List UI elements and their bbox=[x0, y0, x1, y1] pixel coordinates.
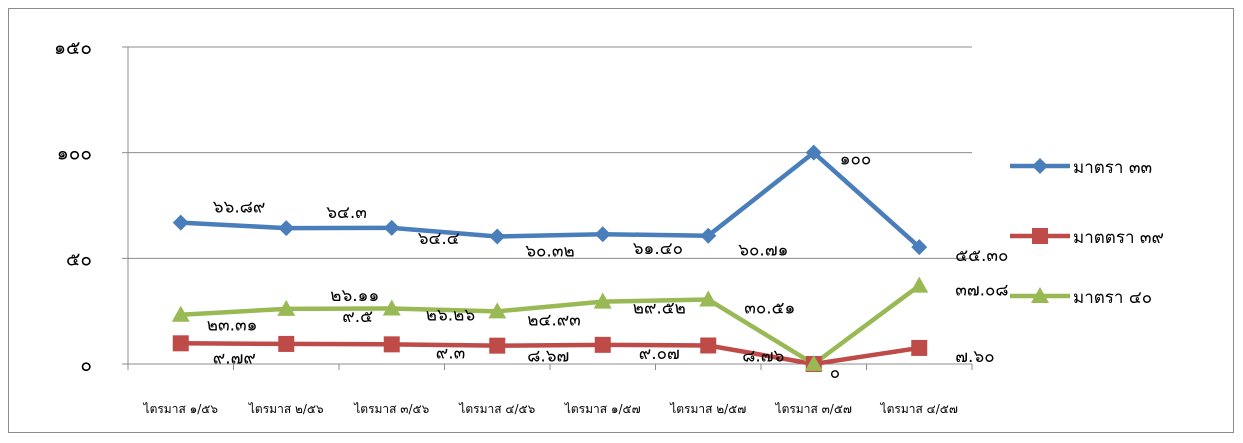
y-tick-label: ๑๐๐ bbox=[57, 143, 92, 165]
y-tick-label: ๑๕๐ bbox=[54, 37, 92, 59]
y-tick-labels: ๐ ๕๐ ๑๐๐ ๑๕๐ bbox=[54, 37, 92, 376]
data-point-marker bbox=[277, 299, 296, 316]
data-point-marker bbox=[172, 214, 189, 231]
data-label: ๖๐.๗๑ bbox=[738, 241, 788, 261]
data-label: ๓๗.๐๘ bbox=[955, 281, 1008, 301]
x-tick-label: ไตรมาส ๑/๕๖ bbox=[143, 402, 218, 416]
gridlines bbox=[128, 46, 972, 259]
data-point-marker bbox=[383, 336, 400, 353]
series-markers bbox=[171, 144, 929, 372]
data-label: ๒๓.๓๑ bbox=[207, 316, 258, 336]
legend-label: มาตรา ๔๐ bbox=[1073, 288, 1152, 308]
data-point-marker bbox=[278, 220, 295, 237]
data-label: ๒๖.๑๑ bbox=[330, 286, 379, 306]
data-label: ๘.๗๖ bbox=[742, 346, 784, 366]
data-point-marker bbox=[593, 292, 612, 309]
data-point-marker bbox=[489, 228, 506, 245]
data-point-marker bbox=[699, 290, 718, 307]
legend-label: มาตตรา ๓๙ bbox=[1073, 228, 1164, 248]
x-tick-label: ไตรมาส ๔/๕๖ bbox=[458, 402, 535, 416]
data-point-marker bbox=[910, 276, 929, 293]
x-tick-label: ไตรมาส ๑/๕๗ bbox=[564, 402, 641, 416]
data-label: ๙.๐๗ bbox=[639, 344, 680, 364]
x-tick-label: ไตรมาส ๓/๕๗ bbox=[775, 402, 852, 416]
data-point-marker bbox=[489, 337, 506, 354]
data-point-marker bbox=[172, 335, 189, 352]
chart-frame bbox=[8, 8, 1234, 433]
x-tick-label: ไตรมาส ๔/๕๗ bbox=[880, 402, 958, 416]
data-label: ๒๔.๙๓ bbox=[527, 310, 581, 330]
data-label: ๖๖.๘๙ bbox=[213, 198, 266, 218]
series-line-1 bbox=[180, 150, 921, 249]
legend-marker bbox=[1032, 158, 1048, 174]
x-tick-labels: ไตรมาส ๑/๕๖ ไตรมาส ๒/๕๖ ไตรมาส ๓/๕๖ ไตรมาส … bbox=[143, 402, 958, 416]
data-point-marker bbox=[700, 337, 717, 354]
data-label: ๖๔.๔ bbox=[418, 229, 460, 249]
data-point-marker bbox=[382, 299, 401, 316]
data-point-marker bbox=[594, 336, 611, 353]
y-tick-label: ๐ bbox=[80, 354, 92, 376]
series-line-2 bbox=[180, 341, 920, 367]
data-label: ๖๐.๓๒ bbox=[525, 242, 574, 262]
data-point-marker bbox=[383, 219, 400, 236]
data-label: ๐ bbox=[830, 363, 840, 383]
x-tick-label: ไตรมาส ๓/๕๖ bbox=[353, 402, 429, 416]
x-tick-label: ไตรมาส ๒/๕๖ bbox=[248, 402, 324, 416]
data-label: ๓๐.๕๑ bbox=[744, 299, 795, 319]
legend-marker bbox=[1032, 228, 1048, 244]
data-point-marker bbox=[594, 226, 611, 243]
data-point-marker bbox=[278, 335, 295, 352]
legend-marker bbox=[1031, 287, 1049, 303]
data-label: ๙.๓ bbox=[436, 343, 465, 363]
data-point-marker bbox=[171, 305, 190, 322]
data-label: ๗.๖๐ bbox=[955, 347, 994, 367]
data-point-marker bbox=[911, 339, 928, 356]
series-line-3 bbox=[180, 283, 921, 367]
data-label: ๘.๖๗ bbox=[527, 347, 569, 367]
data-label: ๙.๗๙ bbox=[213, 348, 256, 368]
data-label: ๕๕.๓๐ bbox=[955, 246, 1008, 266]
data-point-marker bbox=[488, 302, 507, 319]
axes bbox=[122, 46, 973, 370]
data-point-marker bbox=[804, 355, 823, 371]
data-label: ๖๑.๔๐ bbox=[633, 239, 683, 259]
data-label: ๑๐๐ bbox=[840, 150, 872, 170]
data-label: ๒๙.๕๒ bbox=[633, 299, 686, 319]
series-lines bbox=[180, 150, 921, 367]
data-point-marker bbox=[911, 239, 928, 256]
data-labels: ๖๖.๘๙ ๖๔.๓๖๔.๔๖๐.๓๒ ๖๑.๔๐ ๖๐.๗๑ ๑๐๐๕๕.๓๐๙.๗๙… bbox=[207, 150, 1009, 383]
data-label: ๖๔.๓ bbox=[326, 203, 367, 223]
data-point-marker bbox=[700, 227, 717, 244]
data-point-marker bbox=[805, 144, 822, 161]
y-tick-label: ๕๐ bbox=[66, 248, 92, 270]
data-label: ๙.๕ bbox=[342, 307, 373, 327]
data-label: ๒๖.๒๖ bbox=[426, 306, 475, 326]
x-tick-label: ไตรมาส ๒/๕๗ bbox=[669, 402, 746, 416]
legend-label: มาตรา ๓๓ bbox=[1073, 158, 1152, 178]
